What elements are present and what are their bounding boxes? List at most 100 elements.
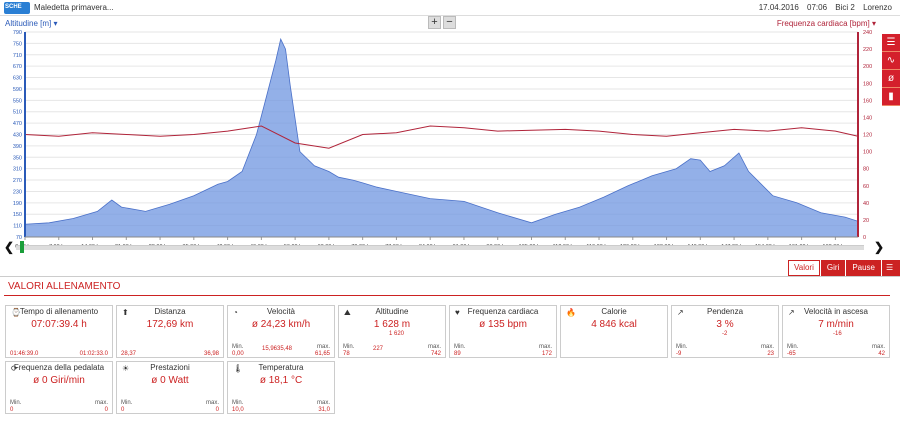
stat-max-value: 0	[104, 407, 108, 413]
left-tick-label: 70	[16, 235, 22, 241]
stat-max-value: 172	[541, 351, 552, 357]
stat-sub-right: 35,48	[276, 346, 292, 352]
zoom-out-button[interactable]: −	[443, 16, 456, 29]
line-chart-icon[interactable]: ∿	[882, 52, 900, 70]
right-tick-label: 0	[863, 235, 866, 241]
activity-bike: Bici 2	[835, 3, 855, 12]
stat-title: Pendenza	[706, 307, 744, 316]
stat-icon: ⟳	[11, 364, 18, 373]
left-tick-label: 750	[13, 41, 22, 47]
stat-card[interactable]: ↗ Velocità in ascesa 7 m/min -16 Min. max. -65…	[782, 305, 890, 358]
stat-sub-value: -16	[833, 331, 842, 337]
left-tick-label: 710	[13, 53, 22, 59]
stat-min-value: -9	[676, 351, 682, 357]
right-tick-label: 20	[863, 218, 869, 224]
stat-min-value: 78	[343, 351, 350, 357]
tab-giri[interactable]: Giri	[820, 260, 846, 276]
tab-valori[interactable]: Valori	[788, 260, 820, 276]
stat-value: ø 135 bpm	[479, 319, 527, 330]
stat-title: Frequenza della pedalata	[13, 363, 105, 372]
stat-icon: ♥	[455, 308, 460, 317]
stat-icon: ☀	[122, 364, 130, 373]
stat-card[interactable]: ⌚ Tempo di allenamento 07:07:39.4 h 01:46:3…	[5, 305, 113, 358]
stat-min-label: Min.	[454, 344, 466, 350]
stat-card[interactable]: ☀ Prestazioni ø 0 Watt Min. max. 0 0	[116, 361, 224, 414]
activity-title[interactable]: Maledetta primavera...	[34, 3, 114, 12]
stat-min-label: Min.	[232, 344, 244, 350]
stat-card[interactable]: ◔ Velocità ø 24,23 km/h Min. max. 0,00 15,96 35…	[227, 305, 335, 358]
left-tick-label: 630	[13, 76, 22, 82]
activity-date: 17.04.2016	[758, 3, 799, 12]
stat-max-label: max.	[316, 344, 330, 350]
stat-value: ø 18,1 °C	[259, 375, 303, 386]
left-tick-label: 270	[13, 178, 22, 184]
stat-card[interactable]: 🔥 Calorie 4 846 kcal	[560, 305, 668, 358]
stat-sub-right: 36,98	[203, 351, 219, 357]
list-menu-icon[interactable]: ☰	[882, 260, 900, 276]
right-axis-selector[interactable]: Frequenza cardiaca [bpm] ▾	[777, 19, 876, 28]
stat-sub-value: -2	[722, 331, 728, 337]
activity-user: Lorenzo	[863, 3, 892, 12]
logo-text: SCHE	[5, 4, 22, 10]
stat-title: Distanza	[154, 307, 186, 316]
stat-max-value: 61,65	[314, 351, 330, 357]
stat-max-label: max.	[94, 400, 108, 406]
app-logo[interactable]: SCHE	[4, 2, 30, 14]
stat-max-value: 0	[215, 407, 219, 413]
stat-card[interactable]: ↗ Pendenza 3 % -2 Min. max. -9 23	[671, 305, 779, 358]
stat-value: 7 m/min	[818, 319, 854, 330]
stat-max-value: 42	[878, 351, 885, 357]
average-icon[interactable]: ø	[882, 70, 900, 88]
stat-max-label: max.	[427, 344, 441, 350]
stat-card[interactable]: ♥ Frequenza cardiaca ø 135 bpm Min. max. 89 17…	[449, 305, 557, 358]
stat-max-label: max.	[316, 400, 330, 406]
stat-card[interactable]: ⟳ Frequenza della pedalata ø 0 Giri/min Min…	[5, 361, 113, 414]
right-axis-label: Frequenza cardiaca [bpm]	[776, 19, 870, 28]
scroll-handle[interactable]	[20, 241, 24, 253]
stat-max-value: 23	[767, 351, 774, 357]
scroll-left-icon[interactable]: ❮	[4, 240, 15, 254]
left-tick-label: 310	[13, 167, 22, 173]
right-tick-label: 220	[863, 47, 872, 53]
left-tick-label: 470	[13, 121, 22, 127]
stat-min-label: Min.	[787, 344, 799, 350]
stat-icon: ↗	[677, 308, 684, 317]
zoom-in-button[interactable]: +	[428, 16, 441, 29]
stat-max-label: max.	[538, 344, 552, 350]
right-tick-label: 140	[863, 115, 872, 121]
heart-rate-series-line	[24, 125, 859, 149]
altitude-heart-chart[interactable]: 790 750 710 670 630 590 550 510 470 430 390 350 310 2…	[0, 30, 900, 252]
left-tick-label: 150	[13, 212, 22, 218]
left-tick-label: 670	[13, 64, 22, 70]
section-title: VALORI ALLENAMENTO	[8, 281, 121, 292]
stat-min-label: Min.	[676, 344, 688, 350]
right-tick-label: 100	[863, 150, 872, 156]
top-bar: SCHE Maledetta primavera... 17.04.2016 0…	[0, 0, 900, 16]
menu-icon[interactable]: ☰	[882, 34, 900, 52]
chevron-down-icon: ▾	[53, 19, 58, 28]
bar-chart-icon[interactable]: ▮	[882, 88, 900, 106]
activity-meta: 17.04.2016 07:06 Bici 2 Lorenzo	[753, 3, 892, 12]
stat-title: Prestazioni	[150, 363, 190, 372]
stat-icon: 🌡	[233, 364, 244, 373]
stat-sub-left: 01:46:39.0	[10, 351, 39, 357]
right-tick-label: 240	[863, 30, 872, 36]
stat-title: Tempo di allenamento	[19, 307, 99, 316]
scroll-track[interactable]	[16, 245, 864, 250]
scroll-right-icon[interactable]: ❯	[874, 240, 885, 254]
altitude-series-area	[24, 37, 859, 238]
stat-value: 3 %	[716, 319, 734, 330]
tab-pause[interactable]: Pause	[846, 260, 881, 276]
stat-card[interactable]: 🌡 Temperatura ø 18,1 °C Min. max. 10,0 31,0	[227, 361, 335, 414]
right-tick-label: 80	[863, 167, 869, 173]
left-axis-selector[interactable]: Altitudine [m] ▾	[5, 19, 58, 28]
left-axis-label: Altitudine [m]	[5, 19, 52, 28]
tab-bar: Valori Giri Pause ☰	[787, 260, 900, 276]
stat-card[interactable]: ⬆ Distanza 172,69 km 28,37 36,98	[116, 305, 224, 358]
stat-min-value: 0	[121, 407, 125, 413]
right-tick-label: 60	[863, 184, 869, 190]
stat-value: 4 846 kcal	[591, 319, 637, 330]
left-tick-label: 230	[13, 189, 22, 195]
stat-max-label: max.	[871, 344, 885, 350]
